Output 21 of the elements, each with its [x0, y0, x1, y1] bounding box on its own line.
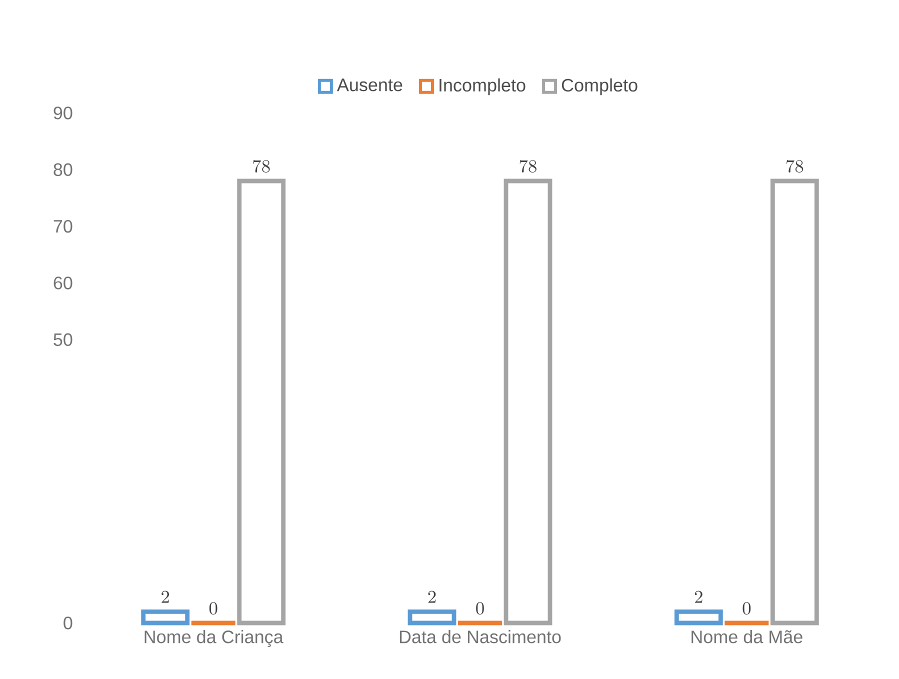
y-tick-label: 50 — [54, 333, 72, 346]
data-label: 0 — [742, 602, 751, 615]
data-label: 2 — [162, 590, 170, 603]
legend-label: Completo — [562, 78, 638, 96]
x-tick-label: Nome da Criança — [144, 630, 284, 647]
y-tick-label: 70 — [54, 220, 72, 233]
data-label: 0 — [476, 602, 484, 615]
y-tick-label: 60 — [54, 276, 72, 290]
x-tick-label: Nome da Mãe — [692, 630, 802, 644]
y-tick-label: 0 — [64, 616, 72, 630]
data-label: 0 — [209, 602, 218, 615]
y-tick-label: 90 — [54, 106, 72, 120]
data-label: 78 — [253, 160, 270, 173]
data-label: 78 — [520, 160, 536, 173]
y-tick-label: 80 — [54, 163, 72, 176]
x-tick-label: Data de Nascimento — [400, 630, 561, 644]
data-label: 2 — [428, 590, 436, 603]
legend-label: Incompleto — [440, 78, 526, 96]
data-label: 78 — [786, 160, 804, 173]
data-label: 2 — [694, 590, 702, 603]
legend-label: Ausente — [336, 78, 402, 92]
